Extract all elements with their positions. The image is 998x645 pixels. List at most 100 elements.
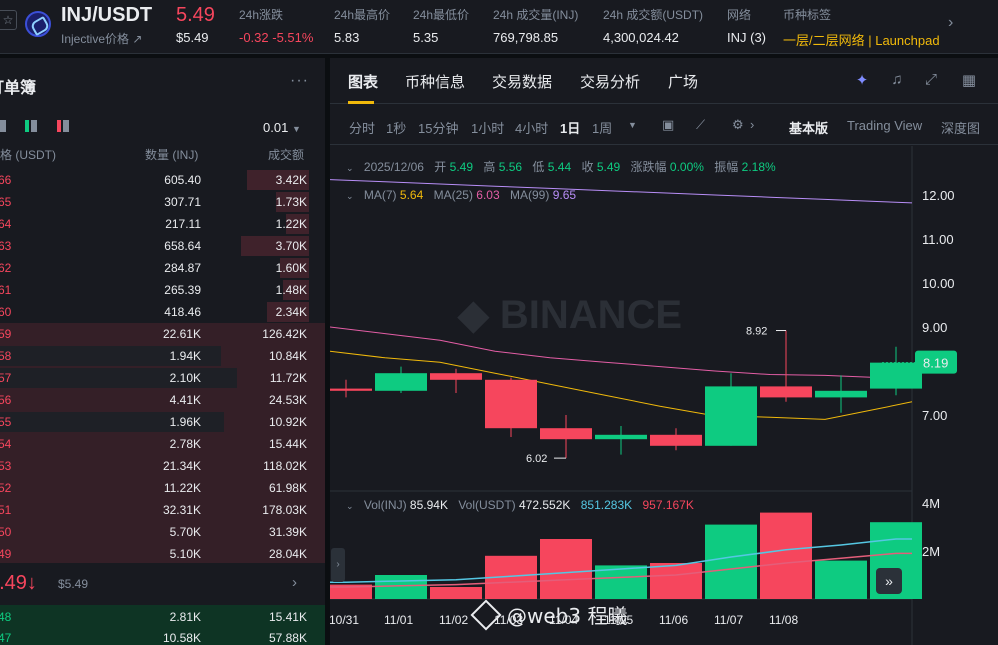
ask-qty: 2.10K <box>169 371 201 385</box>
ai-sparkle-icon[interactable]: ✦ <box>855 72 869 89</box>
ask-row[interactable]: 5.53 21.34K 118.02K <box>0 455 325 477</box>
calendar-icon[interactable]: ▣ <box>662 117 675 132</box>
precision-select[interactable]: 0.01 ▼ <box>263 120 301 135</box>
ask-row[interactable]: 5.60 418.46 2.34K <box>0 301 325 323</box>
ask-total: 10.92K <box>268 415 307 429</box>
depth-bar <box>241 236 309 256</box>
depth-bar <box>283 280 309 300</box>
timeframe-4h[interactable]: 4小时 <box>515 121 549 136</box>
stat-tags[interactable]: 币种标签 一层/二层网络 | Launchpad <box>783 6 941 49</box>
col-price-header: 价格 (USDT) <box>0 148 56 162</box>
chart-toolbar: 分时 1秒 15分钟 1小时 4小时 1日 1周 ▼ ▣ ⟋ ⚙ › 基本版 T… <box>330 105 998 145</box>
bid-total: 57.88K <box>268 631 307 645</box>
timeframe-15m[interactable]: 15分钟 <box>418 121 459 136</box>
collapse-icon[interactable]: ⌄ <box>346 163 354 173</box>
settings-icon[interactable]: ⚙ <box>732 117 744 132</box>
tab-trading-analysis[interactable]: 交易分析 <box>580 74 641 91</box>
expand-icon[interactable]: ⤢ <box>924 71 937 88</box>
price-tick-label: 10.00 <box>922 276 955 291</box>
ask-row[interactable]: 5.65 307.71 1.73K <box>0 191 325 213</box>
layout-grid-icon[interactable]: ▦ <box>961 72 977 89</box>
ask-row[interactable]: 5.49 5.10K 28.04K <box>0 543 325 565</box>
favorite-star-icon[interactable]: ☆ <box>0 10 17 30</box>
ohlc-chg-label: 涨跌幅 <box>630 160 667 174</box>
precision-value: 0.01 <box>263 120 289 135</box>
ma99-line <box>330 179 913 204</box>
stat-value: 769,798.85 <box>493 30 559 45</box>
volume-bar <box>430 587 482 599</box>
collapse-icon[interactable]: ⌄ <box>346 191 354 201</box>
candle-body <box>595 434 647 440</box>
tab-chart[interactable]: 图表 <box>348 74 379 91</box>
tab-coin-info[interactable]: 币种信息 <box>405 74 466 91</box>
ask-row[interactable]: 5.64 217.11 1.22K <box>0 213 325 235</box>
view-basic[interactable]: 基本版 <box>789 121 829 136</box>
depth-bar <box>0 412 224 432</box>
depth-bar <box>247 170 309 190</box>
collapse-icon[interactable]: ⌄ <box>346 501 354 511</box>
bid-row[interactable]: 5.48 2.81K 15.41K <box>0 606 325 628</box>
ask-row[interactable]: 5.61 265.39 1.48K <box>0 279 325 301</box>
candlestick-chart[interactable]: ◆ BINANCE 12.00 11.00 10.00 9.00 7.00 8.19 4M 2M… <box>330 58 998 645</box>
timeframe-time[interactable]: 分时 <box>349 121 376 136</box>
ohlc-low-label: 低 <box>532 160 545 174</box>
ohlc-low: 5.44 <box>547 160 572 174</box>
ask-qty: 658.64 <box>164 239 201 253</box>
tab-trading-data[interactable]: 交易数据 <box>492 74 553 91</box>
more-tools-icon[interactable]: › <box>750 117 755 132</box>
view-trading-view[interactable]: Trading View <box>847 118 923 133</box>
order-book-last-price[interactable]: 5.49↓ $5.49 › <box>0 564 325 604</box>
ask-row[interactable]: 5.54 2.78K 15.44K <box>0 433 325 455</box>
timeframe-dropdown-icon[interactable]: ▼ <box>628 120 637 130</box>
ask-row[interactable]: 5.51 32.31K 178.03K <box>0 499 325 521</box>
ma7-line <box>330 350 913 420</box>
bell-icon[interactable]: ♫ <box>891 71 903 88</box>
timeframe-1s[interactable]: 1秒 <box>386 121 407 136</box>
ask-row[interactable]: 5.63 658.64 3.70K <box>0 235 325 257</box>
ask-row[interactable]: 5.66 605.40 3.42K <box>0 169 325 191</box>
scroll-latest-icon[interactable]: » <box>876 568 902 594</box>
stat-value: 一层/二层网络 | Launchpad <box>783 33 940 48</box>
coin-name-link[interactable]: Injective价格 ↗ <box>61 32 143 46</box>
x-tick-label: 10/31 <box>330 613 359 627</box>
ask-row[interactable]: 5.59 22.61K 126.42K <box>0 323 325 345</box>
more-options-icon[interactable]: ··· <box>290 72 309 89</box>
stat-24h-change: 24h涨跌 -0.32 -5.51% <box>239 6 313 45</box>
ask-row[interactable]: 5.52 11.22K 61.98K <box>0 477 325 499</box>
view-bids-icon[interactable] <box>25 120 37 132</box>
ask-total: 1.22K <box>275 217 307 231</box>
ask-row[interactable]: 5.50 5.70K 31.39K <box>0 521 325 543</box>
chart-scroll-handle[interactable]: › <box>331 548 345 582</box>
view-asks-icon[interactable] <box>57 120 69 132</box>
timeframe-1h[interactable]: 1小时 <box>471 121 505 136</box>
chart-tabs: 图表 币种信息 交易数据 交易分析 广场 ✦ ♫ ⤢ ▦ <box>330 58 998 104</box>
stat-label: 24h 成交额(USDT) <box>603 8 704 22</box>
view-both-icon[interactable] <box>0 120 6 132</box>
chevron-right-icon[interactable]: › <box>948 14 954 31</box>
vol-ma1-value: 851.283K <box>580 498 633 512</box>
tab-square[interactable]: 广场 <box>668 74 699 91</box>
timeframe-1d[interactable]: 1日 <box>560 121 581 136</box>
timeframe-1w[interactable]: 1周 <box>592 121 613 136</box>
ask-row[interactable]: 5.62 284.87 1.60K <box>0 257 325 279</box>
view-depth[interactable]: 深度图 <box>941 121 981 136</box>
ohlc-close: 5.49 <box>596 160 621 174</box>
bid-row[interactable]: 5.47 10.58K 57.88K <box>0 627 325 645</box>
indicator-icon[interactable]: ⟋ <box>696 117 706 132</box>
bid-total: 15.41K <box>268 610 307 624</box>
ask-qty: 284.87 <box>164 261 201 275</box>
ask-total: 28.04K <box>268 547 307 561</box>
bids-background <box>0 605 325 645</box>
ask-row[interactable]: 5.55 1.96K 10.92K <box>0 411 325 433</box>
pair-symbol[interactable]: INJ/USDT <box>61 4 153 26</box>
ask-row[interactable]: 5.56 4.41K 24.53K <box>0 389 325 411</box>
ask-qty: 5.70K <box>169 525 201 539</box>
ask-row[interactable]: 5.58 1.94K 10.84K <box>0 345 325 367</box>
ask-qty: 265.39 <box>164 283 201 297</box>
x-tick-label: 11/06 <box>659 613 688 627</box>
depth-bar <box>276 192 309 212</box>
stat-network[interactable]: 网络 INJ (3) <box>727 6 766 45</box>
ask-row[interactable]: 5.57 2.10K 11.72K <box>0 367 325 389</box>
candle-body <box>330 388 372 391</box>
current-price-tag <box>915 350 957 374</box>
